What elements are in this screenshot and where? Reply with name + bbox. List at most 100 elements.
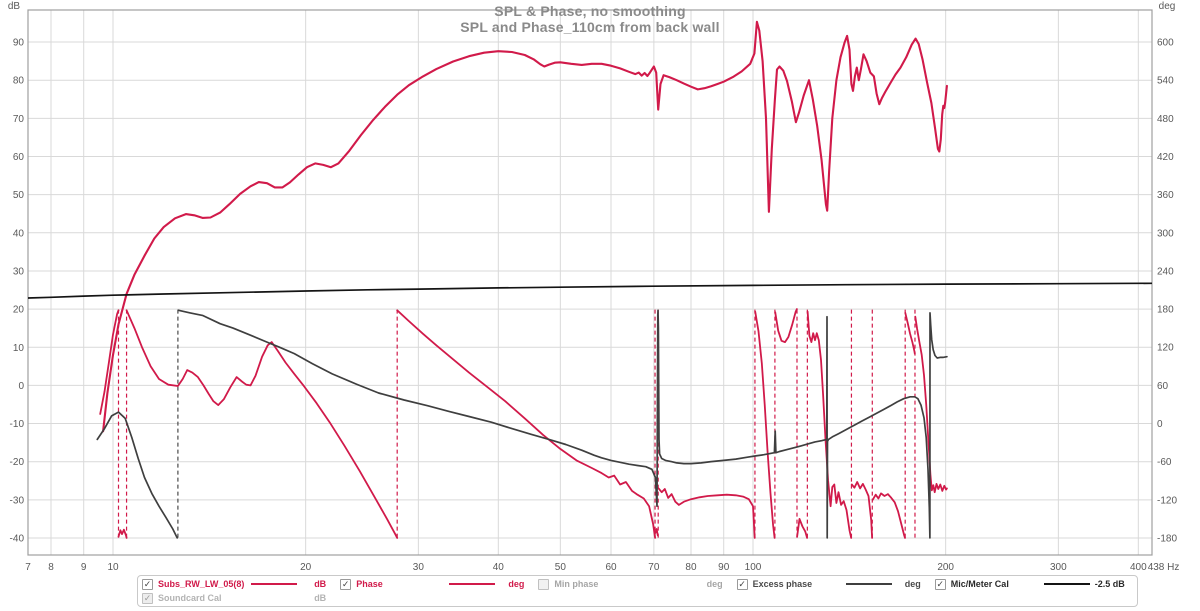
x-tick-label: 8 — [48, 562, 54, 573]
legend-line-swatch-excess-phase — [845, 583, 892, 585]
y-left-tick-label: 80 — [13, 76, 25, 87]
y-right-tick-label: 600 — [1157, 38, 1174, 49]
x-tick-label: 40 — [493, 562, 505, 573]
legend-entry: Min phase deg — [538, 578, 736, 590]
x-tick-label: 50 — [555, 562, 567, 573]
excess-phase-curve — [177, 309, 948, 539]
legend-entry: ✓ Excess phase deg — [736, 578, 935, 590]
y-right-tick-label: 480 — [1157, 114, 1174, 125]
legend-line-swatch-mic-meter-cal — [1043, 583, 1090, 585]
legend-label-mic-meter-cal: Mic/Meter Cal — [950, 579, 1009, 589]
phase-curve — [850, 481, 873, 539]
excess-phase-curve — [96, 411, 179, 539]
legend-checkbox-subs-rw-lw-05-8-[interactable]: ✓ — [142, 578, 153, 590]
legend-entry: ✓ Phase deg — [340, 578, 538, 590]
phase-curve — [396, 309, 656, 539]
legend-checkbox-soundcard-cal[interactable]: ✓ — [142, 592, 153, 604]
y-left-tick-label: -30 — [10, 495, 25, 506]
x-tick-label: 100 — [745, 562, 762, 573]
legend-checkbox-mic-meter-cal[interactable]: ✓ — [934, 578, 946, 590]
y-right-tick-label: -60 — [1157, 457, 1172, 468]
phase-curve — [914, 315, 948, 494]
phase-curve — [654, 528, 659, 537]
x-tick-label: 9 — [81, 562, 87, 573]
x-tick-label: 60 — [605, 562, 617, 573]
y-right-tick-label: 300 — [1157, 228, 1174, 239]
y-left-tick-label: 40 — [13, 228, 25, 239]
legend-entry: ✓ Subs_RW_LW_05(8) dB — [142, 578, 340, 590]
x-tick-label: 80 — [685, 562, 697, 573]
legend-checkbox-phase[interactable]: ✓ — [340, 578, 352, 590]
x-tick-label: 20 — [300, 562, 312, 573]
legend-unit-subs-rw-lw-05-8-: dB — [314, 579, 327, 589]
legend-unit-excess-phase: deg — [904, 579, 921, 589]
phase-curve — [99, 309, 120, 415]
legend-unit-soundcard-cal: dB — [314, 593, 327, 603]
legend-checkbox-min-phase[interactable] — [538, 578, 550, 590]
y-left-tick-label: 60 — [13, 152, 25, 163]
phase-curve — [904, 311, 916, 355]
legend-line-swatch-subs-rw-lw-05-8- — [251, 583, 297, 585]
phase-curve — [657, 487, 756, 539]
y-right-tick-label: -180 — [1157, 533, 1177, 544]
y-right-tick-label: 180 — [1157, 305, 1174, 316]
y-left-tick-label: 50 — [13, 190, 25, 201]
x-tick-label: 438 Hz — [1148, 562, 1180, 573]
y-right-tick-label: 540 — [1157, 76, 1174, 87]
phase-curve — [754, 310, 776, 539]
plot-area[interactable] — [28, 10, 1152, 555]
legend-entry: ✓ Mic/Meter Cal -2.5 dB — [934, 578, 1133, 590]
x-tick-label: 400 — [1130, 562, 1147, 573]
y-left-tick-label: -40 — [10, 534, 25, 545]
y-left-tick-label: 0 — [18, 381, 24, 392]
legend-line-swatch-empty — [647, 583, 693, 585]
y-left-tick-label: 90 — [13, 38, 25, 49]
legend-unit-mic-meter-cal: -2.5 dB — [1094, 579, 1125, 589]
phase-curve — [117, 528, 128, 539]
mic-meter-cal-curve — [28, 282, 1152, 299]
legend-label-min-phase: Min phase — [554, 579, 599, 589]
legend-row-2: ✓ Soundcard Cal dB — [142, 591, 1133, 605]
spl-phase-chart[interactable]: 9080706050403020100-10-20-30-40600540480… — [0, 0, 1200, 575]
phase-curve — [125, 309, 399, 539]
y-left-axis-unit: dB — [8, 1, 21, 12]
x-tick-label: 10 — [107, 562, 119, 573]
legend-label-phase: Phase — [356, 579, 383, 589]
y-left-tick-label: 30 — [13, 266, 25, 277]
legend-label-subs-rw-lw-05-8-: Subs_RW_LW_05(8) — [158, 579, 245, 589]
y-left-tick-label: 20 — [13, 305, 25, 316]
y-right-tick-label: 360 — [1157, 190, 1174, 201]
phase-curve — [796, 518, 808, 539]
y-right-tick-label: 420 — [1157, 152, 1174, 163]
y-right-tick-label: -120 — [1157, 495, 1177, 506]
y-right-tick-label: 60 — [1157, 381, 1169, 392]
x-tick-label: 90 — [718, 562, 730, 573]
legend-label-excess-phase: Excess phase — [752, 579, 813, 589]
y-right-tick-label: 0 — [1157, 419, 1163, 430]
y-right-axis-unit: deg — [1159, 1, 1176, 12]
legend-line-swatch-empty — [251, 597, 297, 599]
legend-panel: ✓ Subs_RW_LW_05(8) dB ✓ Phase deg Min phase deg… — [137, 575, 1138, 607]
x-tick-label: 30 — [413, 562, 425, 573]
y-left-tick-label: -20 — [10, 457, 25, 468]
legend-unit-phase: deg — [508, 579, 525, 589]
legend-entry: ✓ Soundcard Cal dB — [142, 592, 340, 604]
x-tick-label: 70 — [648, 562, 660, 573]
phase-curve — [871, 492, 906, 539]
y-left-tick-label: 70 — [13, 114, 25, 125]
legend-unit-min-phase: deg — [706, 579, 723, 589]
y-right-tick-label: 120 — [1157, 343, 1174, 354]
x-tick-label: 7 — [25, 562, 31, 573]
legend-label-soundcard-cal: Soundcard Cal — [158, 593, 222, 603]
legend-line-swatch-phase — [449, 583, 496, 585]
x-tick-label: 300 — [1050, 562, 1067, 573]
legend-checkbox-excess-phase[interactable]: ✓ — [736, 578, 748, 590]
y-left-tick-label: 10 — [13, 343, 25, 354]
x-tick-label: 200 — [937, 562, 954, 573]
legend-row-1: ✓ Subs_RW_LW_05(8) dB ✓ Phase deg Min phase deg… — [142, 577, 1133, 591]
subs-rw-lw-05-8--curve — [102, 20, 948, 433]
phase-curve — [774, 308, 798, 344]
y-left-tick-label: -10 — [10, 419, 25, 430]
y-right-tick-label: 240 — [1157, 266, 1174, 277]
